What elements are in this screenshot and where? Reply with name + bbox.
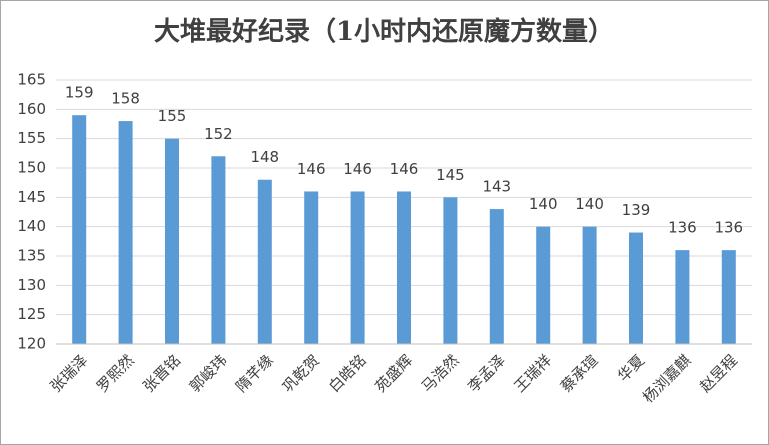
bar xyxy=(211,156,226,344)
bar xyxy=(536,226,551,344)
y-tick-label: 145 xyxy=(17,188,46,206)
data-label: 145 xyxy=(436,166,465,184)
bar xyxy=(165,138,179,344)
data-label: 148 xyxy=(250,148,279,166)
data-label: 146 xyxy=(297,160,326,178)
data-label: 146 xyxy=(343,160,372,178)
bar xyxy=(118,121,133,344)
bar xyxy=(397,191,411,344)
chart-title: 大堆最好纪录（1小时内还原魔方数量） xyxy=(154,16,614,47)
data-label: 158 xyxy=(111,90,140,108)
y-tick-label: 125 xyxy=(17,305,46,323)
bar xyxy=(304,191,319,344)
bar xyxy=(629,232,643,344)
y-tick-label: 130 xyxy=(17,276,46,294)
data-label: 159 xyxy=(65,84,94,102)
y-tick-label: 140 xyxy=(17,217,46,235)
y-tick-label: 165 xyxy=(17,71,46,89)
y-tick-label: 120 xyxy=(17,335,46,353)
y-tick-label: 155 xyxy=(17,129,46,147)
bar xyxy=(721,250,736,344)
y-tick-label: 150 xyxy=(17,159,46,177)
y-tick-label: 160 xyxy=(17,100,46,118)
data-label: 155 xyxy=(158,107,187,125)
bar xyxy=(257,179,272,344)
bar xyxy=(582,226,597,344)
bar xyxy=(675,250,690,344)
data-label: 140 xyxy=(529,195,558,213)
data-label: 152 xyxy=(204,125,233,143)
data-label: 146 xyxy=(390,160,419,178)
data-label: 143 xyxy=(482,178,511,196)
bar xyxy=(350,191,365,344)
bar xyxy=(443,197,458,344)
y-tick-label: 135 xyxy=(17,247,46,265)
data-label: 140 xyxy=(575,195,604,213)
bar xyxy=(489,209,504,344)
data-label: 136 xyxy=(714,219,743,237)
bar xyxy=(72,115,87,344)
data-label: 139 xyxy=(622,201,651,219)
data-label: 136 xyxy=(668,219,697,237)
